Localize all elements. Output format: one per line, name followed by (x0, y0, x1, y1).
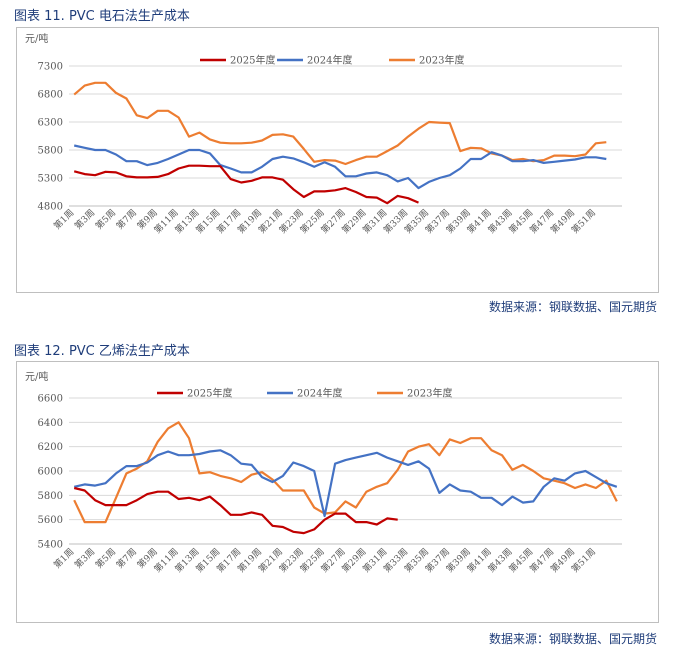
x-tick-label: 第3周 (72, 546, 97, 571)
series-line (73, 164, 419, 205)
y-unit-label: 元/吨 (25, 370, 48, 383)
series-line (73, 421, 618, 524)
series-line (73, 144, 607, 190)
y-tick-label: 6000 (38, 467, 63, 478)
chart-1-source: 数据来源：钢联数据、国元期货 (488, 300, 657, 314)
y-tick-label: 5600 (38, 515, 63, 526)
legend-label: 2025年度 (230, 54, 275, 67)
chart-1-frame: 元/吨 7300 6800 6300 5800 5300 4800 第1周 第3周 第5周 第7周第… (16, 27, 659, 293)
chart-2-frame: 元/吨 6600 6400 6200 6000 5800 5600 5400 第1周 第3周 第5周… (16, 361, 659, 623)
legend-label: 2025年度 (187, 387, 232, 400)
series-line (73, 449, 618, 518)
x-tick-label: 第5周 (93, 207, 118, 232)
y-tick-label: 6400 (38, 418, 63, 429)
chart-2-title: 图表 12. PVC 乙烯法生产成本 (14, 344, 190, 359)
chart-1-title: 图表 11. PVC 电石法生产成本 (14, 9, 190, 24)
y-tick-label: 6300 (38, 118, 63, 129)
y-tick-label: 7300 (38, 62, 63, 73)
y-tick-label: 5800 (38, 146, 63, 157)
y-tick-label: 6800 (38, 90, 63, 101)
x-tick-label: 第51周 (569, 546, 598, 575)
series-line (73, 81, 607, 166)
legend-label: 2024年度 (297, 387, 342, 400)
y-tick-label: 6600 (38, 394, 63, 405)
chart-2-source: 数据来源：钢联数据、国元期货 (488, 632, 657, 646)
chart-1-plot: 元/吨730068006300580053004800第1周第3周第5周第7周第… (25, 32, 622, 236)
y-tick-label: 4800 (38, 202, 63, 213)
x-tick-label: 第7周 (114, 546, 139, 571)
legend-label: 2023年度 (407, 387, 452, 400)
y-tick-label: 6200 (38, 442, 63, 453)
x-tick-label: 第5周 (93, 546, 118, 571)
legend-label: 2023年度 (419, 54, 464, 67)
chart-2-plot: 元/吨6600640062006000580056005400第1周第3周第5周… (25, 370, 622, 575)
y-tick-label: 5300 (38, 174, 63, 185)
x-tick-label: 第3周 (72, 207, 97, 232)
y-unit-label: 元/吨 (25, 32, 48, 45)
y-tick-label: 5400 (38, 540, 63, 551)
legend-label: 2024年度 (307, 54, 352, 67)
x-tick-label: 第51周 (569, 207, 598, 236)
y-tick-label: 5800 (38, 491, 63, 502)
series-line (73, 486, 398, 535)
x-tick-label: 第7周 (114, 207, 139, 232)
